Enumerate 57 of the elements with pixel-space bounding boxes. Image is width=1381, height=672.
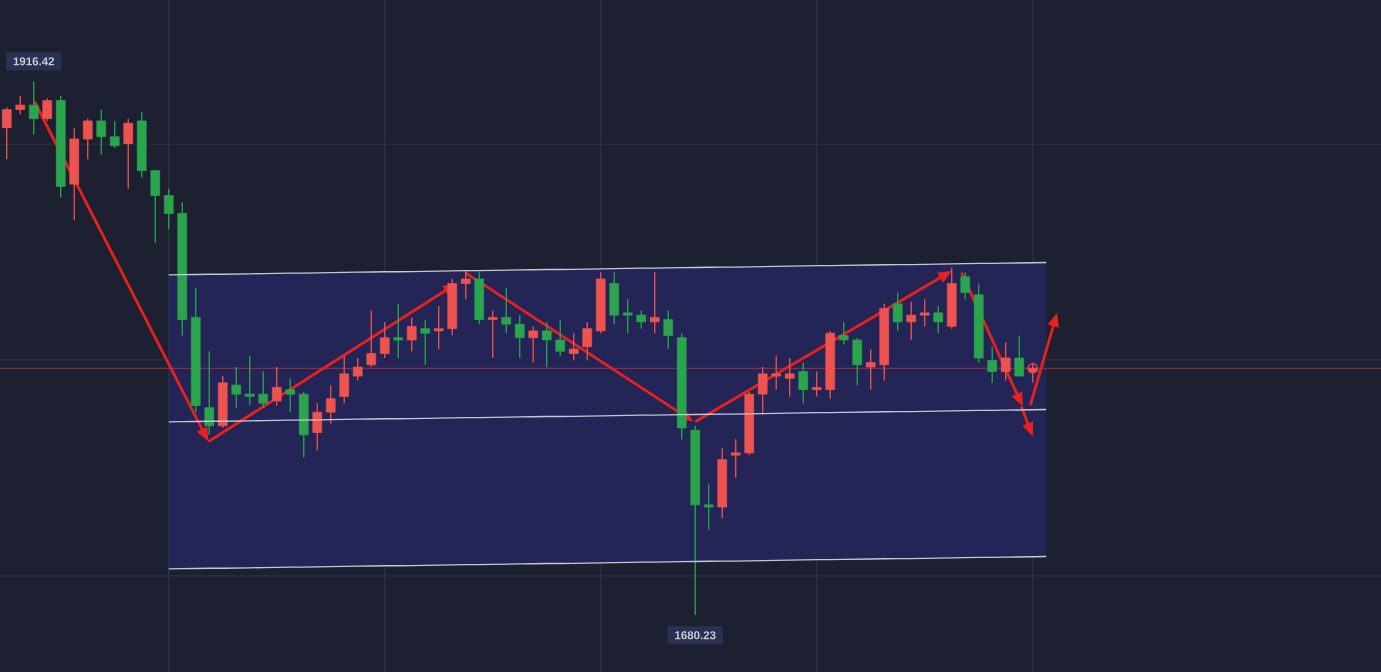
candlestick — [528, 325, 539, 364]
candlestick — [285, 377, 296, 413]
candlestick — [933, 305, 944, 334]
annotation: 1916.42 — [13, 57, 55, 66]
candlestick — [568, 332, 579, 361]
candlestick — [352, 357, 363, 382]
candlestick — [325, 384, 336, 425]
candlestick — [514, 314, 525, 359]
candlestick — [420, 318, 431, 366]
candlestick — [366, 309, 377, 368]
candlestick — [406, 316, 417, 352]
annotation: 1680.23 — [675, 631, 716, 640]
candlestick — [487, 309, 498, 359]
candlestick — [771, 355, 782, 391]
candlestick — [163, 188, 174, 230]
candlestick — [96, 108, 107, 156]
candlestick — [312, 402, 323, 452]
candlestick — [919, 298, 930, 328]
candlestick — [663, 309, 674, 350]
candlestick — [906, 300, 917, 341]
candlestick — [865, 348, 876, 391]
candlestick — [433, 305, 444, 350]
candlestick — [582, 321, 593, 361]
candlestick — [1, 106, 12, 160]
candlestick — [798, 361, 809, 404]
candlestick — [82, 118, 93, 160]
candlestick — [784, 357, 795, 398]
candlestick — [339, 355, 350, 404]
candlestick — [1014, 334, 1025, 377]
candlestick — [811, 370, 822, 398]
candlestick — [757, 366, 768, 416]
candlestick — [271, 366, 282, 407]
candlestick — [42, 97, 53, 122]
candlestick — [622, 298, 633, 334]
candlestick — [987, 346, 998, 384]
candlestick — [555, 318, 566, 357]
candlestick — [730, 438, 741, 479]
candlestick — [109, 120, 120, 149]
candlestick — [703, 483, 714, 531]
candlestick — [892, 291, 903, 332]
candlestick — [1000, 341, 1011, 382]
candlestick — [15, 95, 26, 115]
candlestick — [28, 80, 39, 136]
candlestick — [379, 321, 390, 359]
candlestick — [123, 118, 134, 190]
candlestick — [636, 309, 647, 330]
candlestick — [541, 321, 552, 368]
candlestick — [393, 303, 404, 359]
candlestick — [649, 271, 660, 334]
candlestick — [501, 287, 512, 334]
candlestick — [204, 350, 215, 436]
candlestick — [244, 355, 255, 407]
candlestick — [960, 271, 971, 300]
candlestick — [838, 321, 849, 346]
candlestick — [460, 269, 471, 300]
candlestick — [258, 370, 269, 409]
candlestick — [231, 366, 242, 409]
